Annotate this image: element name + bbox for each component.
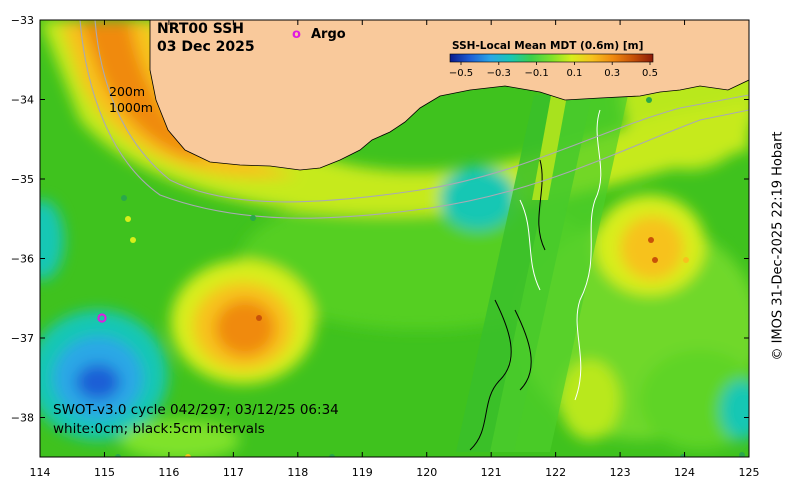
colorbar-tick-label: 0.5 <box>642 68 658 79</box>
swot-info-line2: white:0cm; black:5cm intervals <box>53 421 265 437</box>
x-tick-label: 118 <box>287 466 308 479</box>
x-tick-label: 117 <box>223 466 244 479</box>
depth-label-200m: 200m <box>109 84 145 99</box>
x-tick-label: 120 <box>416 466 437 479</box>
x-axis: 114 115 116 117 118 119 120 121 122 123 124 125 <box>30 20 760 479</box>
x-tick-label: 115 <box>94 466 115 479</box>
float-marker <box>185 454 191 457</box>
x-tick-label: 123 <box>610 466 631 479</box>
float-marker <box>115 454 121 457</box>
plot-frame <box>39 19 750 458</box>
y-tick-label: −34 <box>11 94 34 107</box>
x-tick-label: 121 <box>481 466 502 479</box>
float-marker <box>683 257 689 263</box>
swot-gap-strip <box>532 90 568 200</box>
x-tick-label: 122 <box>545 466 566 479</box>
float-marker <box>125 216 131 222</box>
colorbar-tick-label: −0.5 <box>449 68 473 79</box>
y-axis: −33 −34 −35 −36 −37 −38 <box>11 14 749 425</box>
x-tick-label: 125 <box>739 466 760 479</box>
map-title-line1: NRT00 SSH <box>157 21 244 37</box>
float-marker <box>739 452 745 457</box>
float-marker <box>256 315 262 321</box>
swot-info-line1: SWOT-v3.0 cycle 042/297; 03/12/25 06:34 <box>53 402 339 418</box>
map-title-line2: 03 Dec 2025 <box>157 39 255 55</box>
swot-swaths <box>456 90 628 452</box>
colorbar-tick-label: 0.3 <box>604 68 620 79</box>
y-tick-label: −38 <box>11 412 34 425</box>
depth-label-1000m: 1000m <box>109 100 153 115</box>
bathymetry-contours <box>79 20 749 219</box>
float-marker <box>646 97 652 103</box>
y-tick-label: −33 <box>11 14 34 27</box>
x-tick-label: 124 <box>674 466 695 479</box>
argo-floats <box>97 97 745 457</box>
colorbar-tick-label: −0.3 <box>487 68 511 79</box>
argo-legend-marker: o <box>292 27 301 42</box>
float-marker <box>329 454 335 457</box>
float-marker <box>121 195 127 201</box>
y-tick-label: −35 <box>11 173 34 186</box>
colorbar-tick-label: −0.1 <box>524 68 548 79</box>
y-tick-label: −36 <box>11 253 34 266</box>
float-marker <box>130 237 136 243</box>
x-tick-label: 116 <box>158 466 179 479</box>
colorbar: SSH-Local Mean MDT (0.6m) [m] −0.5 −0.3 −0… <box>449 40 658 79</box>
colorbar-tick-label: 0.1 <box>566 68 582 79</box>
x-tick-label: 114 <box>30 466 51 479</box>
swot-swath-right <box>490 95 628 452</box>
y-tick-label: −37 <box>11 332 34 345</box>
argo-legend-label: Argo <box>311 27 346 42</box>
colorbar-bar <box>449 53 654 63</box>
float-marker <box>648 237 654 243</box>
argo-float <box>97 313 107 323</box>
credit-text: © IMOS 31-Dec-2025 22:19 Hobart <box>770 131 786 361</box>
x-tick-label: 119 <box>352 466 373 479</box>
float-marker <box>250 215 256 221</box>
float-marker <box>652 257 658 263</box>
colorbar-title: SSH-Local Mean MDT (0.6m) [m] <box>452 40 643 52</box>
